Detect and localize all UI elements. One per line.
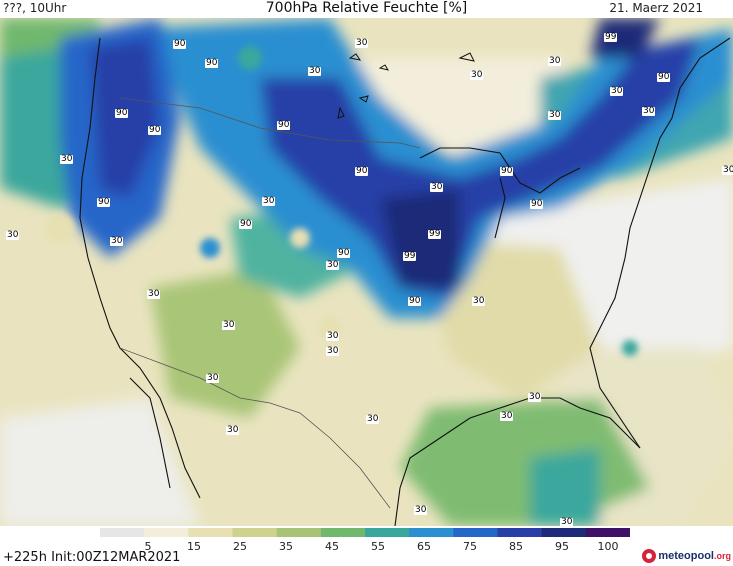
contour-label: 30 <box>326 346 340 356</box>
valid-date-label: 21. Maerz 2021 <box>609 1 703 15</box>
contour-label: 30 <box>222 320 236 330</box>
contour-label: 90 <box>408 296 422 306</box>
contour-label: 90 <box>148 125 162 135</box>
colorbar-tick-label: 75 <box>463 540 477 553</box>
contour-label: 30 <box>548 56 562 66</box>
contour-label: 30 <box>430 182 444 192</box>
contour-label: 30 <box>472 296 486 306</box>
country-border <box>119 97 421 509</box>
colorbar-segment <box>541 528 587 537</box>
contour-label: 30 <box>308 66 322 76</box>
contour-label: 30 <box>110 236 124 246</box>
contour-label: 30 <box>355 38 369 48</box>
run-info: +225h Init:00Z12MAR2021 <box>3 550 181 565</box>
contour-label: 90 <box>115 108 129 118</box>
contour-label: 90 <box>337 248 351 258</box>
colorbar-segment <box>497 528 543 537</box>
contour-label: 30 <box>60 154 74 164</box>
contour-label: 30 <box>548 110 562 120</box>
logo-brand: meteopool <box>658 550 714 562</box>
colorbar-tick-label: 45 <box>325 540 339 553</box>
contour-label: 99 <box>428 229 442 239</box>
contour-label: 30 <box>722 166 733 175</box>
colorbar-segment <box>188 528 233 537</box>
colorbar-segment <box>453 528 498 537</box>
colorbar-segment <box>409 528 454 537</box>
contour-label: 90 <box>277 120 291 130</box>
contour-label: 90 <box>530 199 544 209</box>
contour-label: 30 <box>610 86 624 96</box>
contour-label: 30 <box>6 230 20 240</box>
colorbar-segment <box>585 528 630 537</box>
contour-label: 30 <box>642 106 656 116</box>
contour-label: 30 <box>500 411 514 421</box>
contour-label: 30 <box>326 331 340 341</box>
contour-label: 90 <box>173 39 187 49</box>
logo-icon <box>642 549 657 563</box>
colorbar-segment <box>232 528 278 537</box>
colorbar-tick-label: 25 <box>233 540 247 553</box>
map-canvas <box>0 18 733 526</box>
colorbar-segment <box>320 528 366 537</box>
contour-label: 99 <box>604 32 618 42</box>
meteopool-logo: meteopool .org <box>642 547 731 565</box>
logo-tld: .org <box>714 551 731 561</box>
contour-label: 30 <box>528 392 542 402</box>
humidity-field <box>0 18 733 526</box>
colorbar-tick-label: 5 <box>144 540 152 553</box>
colorbar-tick-label: 95 <box>555 540 569 553</box>
colorbar-tick-label: 35 <box>279 540 293 553</box>
contour-label: 90 <box>657 72 671 82</box>
header-bar: ???, 10Uhr 700hPa Relative Feuchte [%] 2… <box>0 0 733 18</box>
contour-label: 90 <box>355 166 369 176</box>
contour-label: 30 <box>414 505 428 515</box>
contour-label: 90 <box>97 197 111 207</box>
contour-label: 30 <box>560 517 574 527</box>
lakes <box>337 52 475 119</box>
contour-label: 30 <box>262 196 276 206</box>
contour-label: 90 <box>500 166 514 176</box>
valid-time-label: ???, 10Uhr <box>3 1 67 15</box>
contour-label: 30 <box>226 425 240 435</box>
colorbar-ticks: 5 15 25 35 45 55 65 75 85 95 100 <box>100 540 630 553</box>
colorbar-segment <box>100 528 145 537</box>
colorbar-segment <box>365 528 410 537</box>
contour-label: 30 <box>147 289 161 299</box>
colorbar-segment <box>144 528 189 537</box>
contour-label: 30 <box>206 373 220 383</box>
colorbar-tick-label: 85 <box>509 540 523 553</box>
coastline <box>79 37 731 526</box>
colorbar-tick-label: 15 <box>187 540 201 553</box>
map-title: 700hPa Relative Feuchte [%] <box>265 0 468 16</box>
contour-label: 90 <box>205 58 219 68</box>
colorbar-segment <box>276 528 322 537</box>
colorbar-tick-label: 100 <box>597 540 619 553</box>
contour-label: 30 <box>470 70 484 80</box>
colorbar <box>100 528 630 537</box>
contour-label: 99 <box>403 251 417 261</box>
colorbar-tick-label: 55 <box>371 540 385 553</box>
colorbar-tick-label: 65 <box>417 540 431 553</box>
humidity-map <box>0 18 733 526</box>
contour-label: 30 <box>326 260 340 270</box>
contour-label: 90 <box>239 219 253 229</box>
contour-label: 30 <box>366 414 380 424</box>
